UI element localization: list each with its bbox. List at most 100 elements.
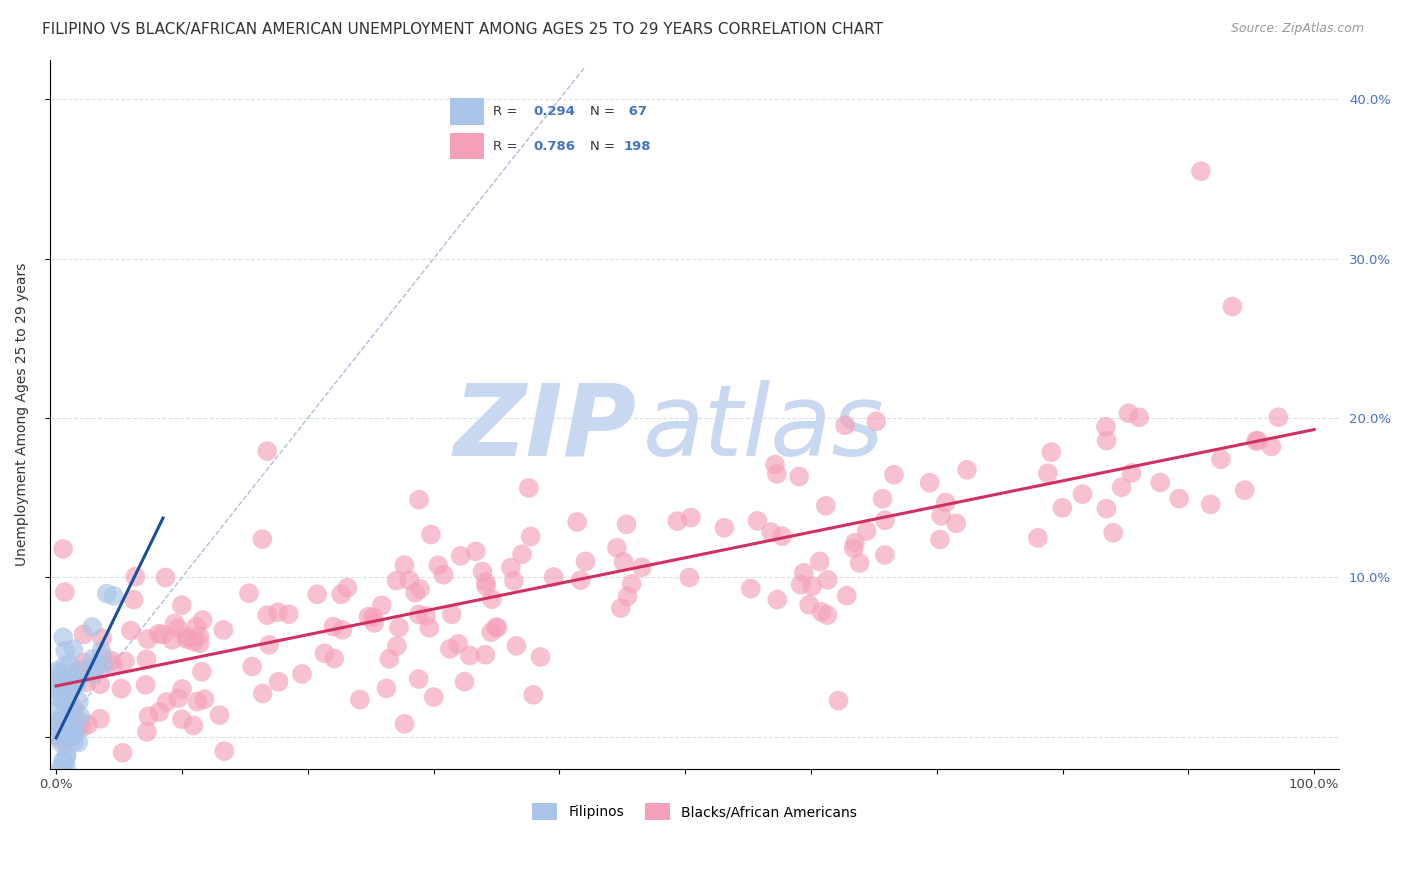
Point [69, 709, 91, 723]
Point [51, 681, 73, 696]
Point [70, 721, 93, 735]
Point [58, 698, 80, 713]
Point [440, 607, 463, 622]
Point [122, 592, 145, 607]
Point [1128, 410, 1150, 425]
Point [170, 712, 193, 726]
Point [52, 630, 75, 644]
Point [46, 714, 69, 729]
Point [91, 631, 114, 645]
Point [55, 749, 77, 764]
Point [1267, 410, 1289, 425]
Point [323, 651, 346, 665]
Point [404, 585, 426, 599]
Point [522, 688, 544, 702]
Point [156, 695, 179, 709]
Text: Source: ZipAtlas.com: Source: ZipAtlas.com [1230, 22, 1364, 36]
Point [394, 716, 416, 731]
Point [167, 622, 190, 636]
Point [349, 692, 371, 706]
Point [176, 632, 198, 646]
Point [827, 693, 849, 707]
Point [46, 682, 69, 697]
Point [918, 475, 941, 490]
Point [499, 560, 522, 574]
Point [267, 605, 290, 619]
Point [53, 726, 76, 740]
Point [60, 670, 83, 684]
Point [65, 724, 87, 739]
Point [55, 696, 77, 710]
Point [55, 759, 77, 773]
Point [363, 610, 385, 624]
Point [679, 510, 702, 524]
Point [80, 666, 103, 681]
Point [59, 682, 82, 697]
Point [1118, 406, 1140, 420]
Point [65, 678, 87, 692]
Point [63, 734, 86, 748]
Point [72, 664, 94, 678]
Point [53, 721, 76, 735]
Point [565, 515, 588, 529]
Point [422, 690, 444, 704]
Point [63, 701, 86, 715]
Point [793, 566, 815, 580]
Point [747, 514, 769, 528]
Point [110, 681, 132, 696]
Point [124, 570, 146, 584]
Point [481, 592, 503, 607]
Point [322, 620, 344, 634]
Point [77, 717, 100, 731]
Point [86, 658, 108, 673]
Point [56, 676, 79, 690]
Point [138, 709, 160, 723]
Point [873, 548, 896, 562]
Y-axis label: Unemployment Among Ages 25 to 29 years: Unemployment Among Ages 25 to 29 years [15, 262, 30, 566]
Point [453, 674, 475, 689]
Point [458, 648, 481, 663]
Point [155, 570, 177, 584]
Point [475, 579, 498, 593]
Point [848, 556, 870, 570]
Point [49, 724, 72, 739]
Point [48, 665, 70, 680]
Point [1052, 500, 1074, 515]
Point [945, 516, 967, 531]
Point [84, 665, 107, 680]
Point [574, 554, 596, 568]
Point [314, 646, 336, 660]
Point [52, 675, 75, 690]
Point [170, 598, 193, 612]
Point [62, 642, 84, 657]
Point [872, 491, 894, 506]
Point [415, 608, 437, 623]
Point [256, 444, 278, 458]
Point [67, 735, 90, 749]
Point [1189, 164, 1212, 178]
Point [135, 652, 157, 666]
Point [103, 589, 125, 603]
Point [188, 629, 211, 643]
Point [45, 768, 67, 782]
Point [208, 708, 231, 723]
Point [53, 643, 76, 657]
Point [447, 637, 470, 651]
Point [666, 514, 689, 528]
Point [398, 573, 420, 587]
Point [388, 620, 411, 634]
Point [956, 463, 979, 477]
Point [419, 527, 441, 541]
Point [873, 513, 896, 527]
Point [474, 648, 496, 662]
Point [53, 658, 76, 673]
Point [1260, 440, 1282, 454]
Point [569, 573, 592, 587]
Point [56, 712, 79, 726]
Point [815, 607, 838, 622]
Point [817, 573, 839, 587]
Point [291, 667, 314, 681]
Point [51, 793, 73, 807]
Point [787, 469, 810, 483]
Point [1071, 487, 1094, 501]
